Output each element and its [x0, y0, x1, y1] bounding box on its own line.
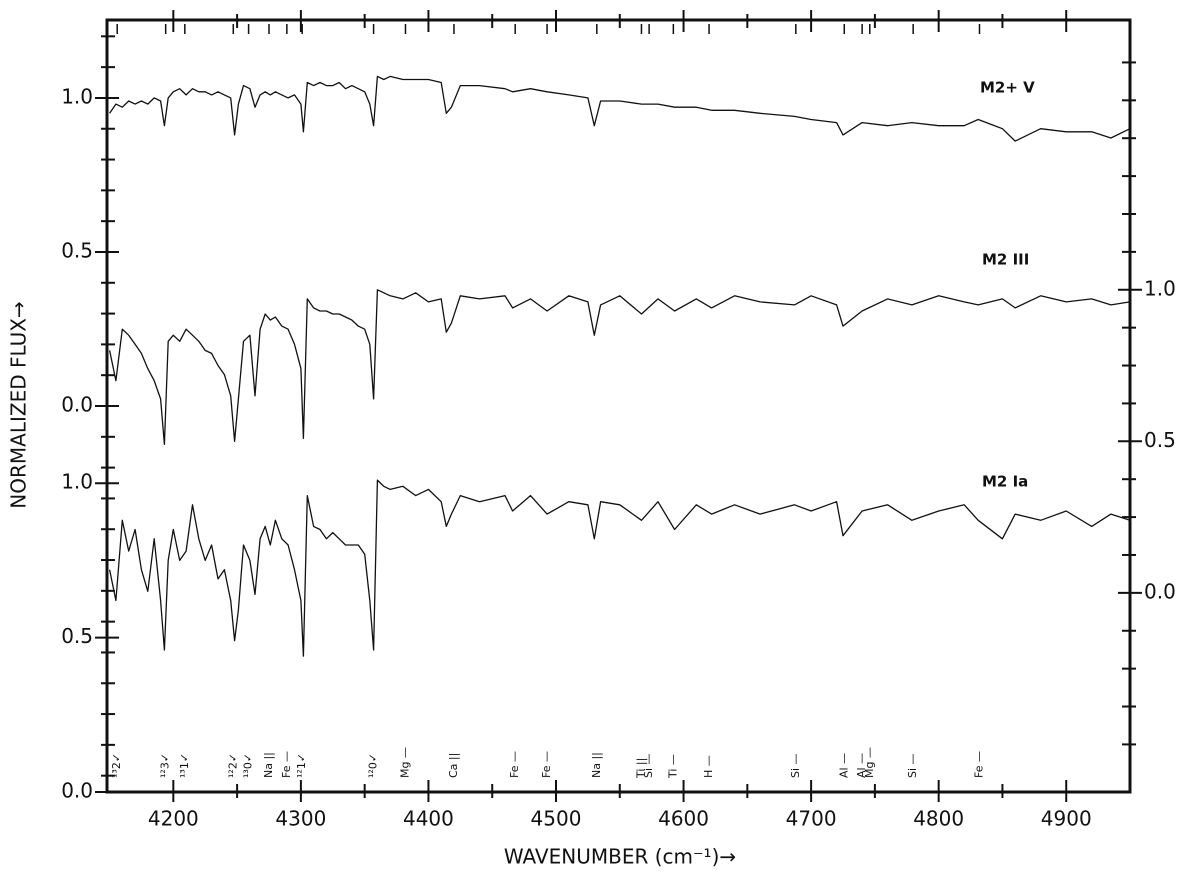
line-id-label: ¹³2✓ — [110, 753, 123, 778]
y-axis-title: NORMALIZED FLUX→ — [7, 301, 31, 508]
line-id-label: Si — — [642, 753, 655, 778]
y-tick-label: 0.5 — [1144, 428, 1176, 452]
y-tick-label: 0.0 — [61, 779, 93, 803]
series-label: M2 Ia — [982, 473, 1028, 491]
x-tick-label: 4800 — [913, 807, 964, 831]
line-id-label: Ca || — [447, 753, 460, 778]
y-tick-label: 0.5 — [61, 624, 93, 648]
line-id-label: Al — — [855, 753, 868, 778]
y-tick-label: 1.0 — [1144, 276, 1176, 300]
line-id-label: Si — — [906, 753, 919, 778]
line-id-label: Si — — [789, 753, 802, 778]
y-tick-label: 0.5 — [61, 238, 93, 262]
line-id-label: Mg — — [398, 747, 411, 778]
x-tick-label: 4200 — [148, 807, 199, 831]
spectrum — [108, 479, 1131, 657]
y-tick-label: 1.0 — [61, 84, 93, 108]
line-id-label: Al — — [837, 753, 850, 778]
line-id-label: Fe — — [972, 751, 985, 778]
x-tick-label: 4600 — [658, 807, 709, 831]
line-id-label: Na || — [590, 752, 603, 778]
line-id-label: Mg — — [863, 747, 876, 778]
x-tick-label: 4400 — [403, 807, 454, 831]
x-tick-label: 4500 — [531, 807, 582, 831]
line-id-label: ¹²1✓ — [295, 753, 308, 778]
line-id-label: ¹³1✓ — [178, 753, 191, 778]
line-id-label: H — — [702, 755, 715, 778]
series-label: M2+ V — [980, 79, 1035, 97]
line-id-label: Fe — — [508, 751, 521, 778]
line-id-label: Fe — — [540, 751, 553, 778]
line-id-label: Ti — — [666, 754, 679, 779]
x-tick-label: 4300 — [275, 807, 326, 831]
line-id-label: Ti || — [634, 758, 647, 779]
line-id-label: ¹²0✓ — [367, 753, 380, 778]
y-tick-label: 0.0 — [61, 393, 93, 417]
series-label: M2 III — [982, 251, 1029, 269]
y-tick-label: 1.0 — [61, 470, 93, 494]
plot-frame — [105, 18, 1132, 794]
line-id-label: Fe — — [280, 751, 293, 778]
x-axis-title: WAVENUMBER (cm⁻¹)→ — [504, 845, 736, 869]
spectrum — [108, 289, 1131, 445]
line-id-label: ¹²3✓ — [159, 753, 172, 778]
y-tick-label: 0.0 — [1144, 579, 1176, 603]
line-id-label: ¹³0✓ — [242, 753, 255, 778]
x-tick-label: 4900 — [1041, 807, 1092, 831]
line-id-label: ¹²2✓ — [226, 753, 239, 778]
spectrum — [109, 75, 1131, 142]
line-id-label: Na || — [262, 752, 275, 778]
x-tick-label: 4700 — [786, 807, 837, 831]
